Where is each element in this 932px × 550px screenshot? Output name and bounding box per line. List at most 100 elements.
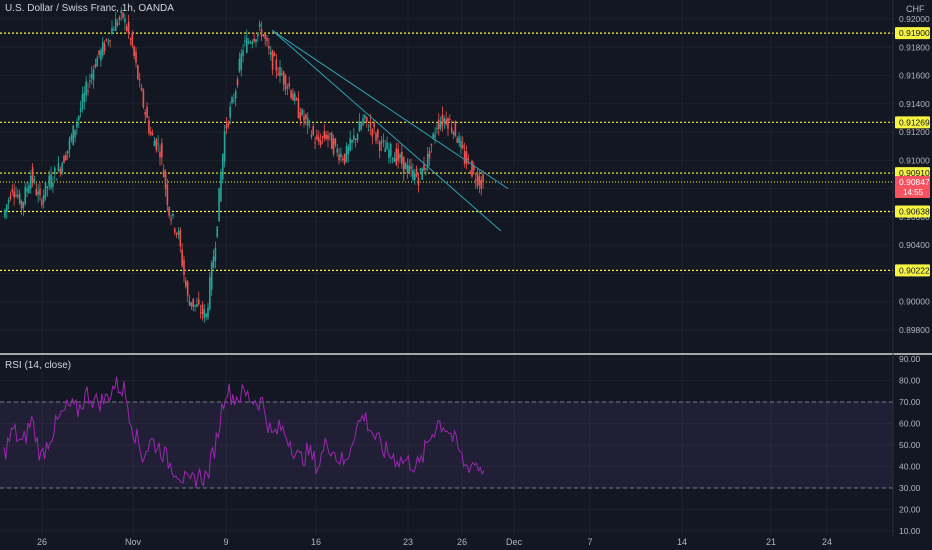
candle-body [356, 134, 359, 141]
candle-body [480, 180, 483, 189]
candle-body [76, 122, 78, 128]
candle-body [260, 29, 263, 37]
candle-body [186, 281, 189, 296]
candle-body [46, 186, 49, 189]
candle-body [223, 131, 226, 162]
candle-body [458, 136, 460, 143]
candle-body [456, 138, 459, 143]
level-price-tags: 0.91900 0.91269 0.90910 0.90638 0.90222 0.908… [895, 27, 930, 277]
candle-body [341, 158, 344, 161]
candle-body [166, 184, 169, 205]
candle-body [114, 19, 117, 31]
candle-body [66, 150, 69, 154]
candle-body [33, 179, 36, 181]
candle-body [199, 312, 202, 314]
candle-body [482, 174, 484, 183]
candle-body [28, 185, 30, 194]
rsi-tick-label: 90.00 [899, 354, 921, 364]
candle-body [460, 140, 462, 148]
candle-body [473, 165, 475, 171]
candle-body [244, 40, 246, 42]
candle-body [146, 106, 148, 118]
price-tick-label: 0.89800 [899, 325, 930, 335]
level-tag-label: 0.91900 [899, 28, 930, 38]
candle-body [53, 167, 56, 174]
candle-body [401, 152, 403, 164]
candle-body [185, 280, 187, 287]
candle-body [279, 66, 281, 77]
candle-body [410, 166, 412, 169]
candle-body [332, 138, 335, 155]
candle-body [113, 29, 115, 31]
candle-body [471, 160, 473, 177]
candle-body [52, 182, 54, 188]
candle-body [445, 119, 447, 125]
candle-body [214, 247, 217, 262]
rsi-axis[interactable]: 90.00 80.00 70.00 60.00 50.00 40.00 30.00 20.00… [899, 354, 921, 536]
time-tick-label: 21 [766, 537, 776, 547]
candle-body [271, 50, 274, 70]
candle-body [18, 193, 21, 204]
candle-body [59, 168, 62, 173]
candle-body [92, 69, 95, 81]
candle-body [24, 186, 27, 204]
candle-body [329, 133, 331, 135]
candle-body [205, 313, 207, 317]
candle-body [7, 199, 10, 203]
candle-body [242, 50, 244, 57]
candle-body [87, 90, 89, 92]
candle-body [450, 127, 453, 132]
candle-body [190, 302, 193, 306]
candle-body [360, 123, 363, 130]
time-tick-label: Dec [506, 537, 523, 547]
candle-body [236, 79, 239, 86]
candle-body [116, 22, 119, 26]
candle-body [229, 106, 231, 118]
candle-body [50, 174, 52, 188]
grid-lines [0, 0, 893, 536]
candle-body [437, 119, 440, 130]
level-tag-label: 0.90222 [899, 265, 930, 275]
time-axis[interactable]: 26 Nov 9 16 23 26 Dec 7 14 21 24 [37, 537, 832, 547]
candle-body [225, 124, 228, 129]
rsi-title: RSI (14, close) [5, 360, 72, 371]
candle-body [149, 131, 152, 135]
price-tick-label: 0.91400 [899, 99, 930, 109]
candle-body [61, 163, 63, 173]
candle-body [476, 172, 479, 187]
currency-label: CHF [906, 4, 925, 14]
candle-body [419, 168, 422, 171]
candle-body [63, 156, 65, 164]
candle-body [212, 256, 215, 268]
price-tick-label: 0.91000 [899, 155, 930, 165]
candle-body [452, 131, 455, 135]
level-tag-label: 0.90910 [899, 168, 930, 178]
candlestick-series [4, 7, 484, 324]
candle-body [109, 40, 111, 42]
candle-body [233, 100, 235, 102]
candle-body [65, 154, 67, 161]
candle-body [98, 50, 100, 55]
candle-body [90, 73, 93, 79]
candle-body [306, 117, 309, 127]
time-tick-label: 26 [457, 537, 467, 547]
candle-body [181, 249, 183, 266]
candle-body [94, 64, 97, 68]
candle-body [133, 46, 135, 57]
candle-body [321, 136, 324, 138]
candle-body [238, 58, 241, 72]
candle-body [159, 151, 161, 158]
time-tick-label: 7 [587, 537, 592, 547]
candle-body [423, 164, 425, 171]
candle-body [22, 201, 25, 209]
candle-body [393, 157, 396, 162]
candle-body [262, 34, 265, 37]
candle-body [425, 167, 427, 170]
candle-body [70, 135, 73, 140]
candle-body [402, 156, 405, 173]
candle-body [389, 144, 392, 157]
candle-body [118, 17, 121, 20]
candle-body [327, 135, 329, 140]
candle-body [216, 226, 219, 237]
